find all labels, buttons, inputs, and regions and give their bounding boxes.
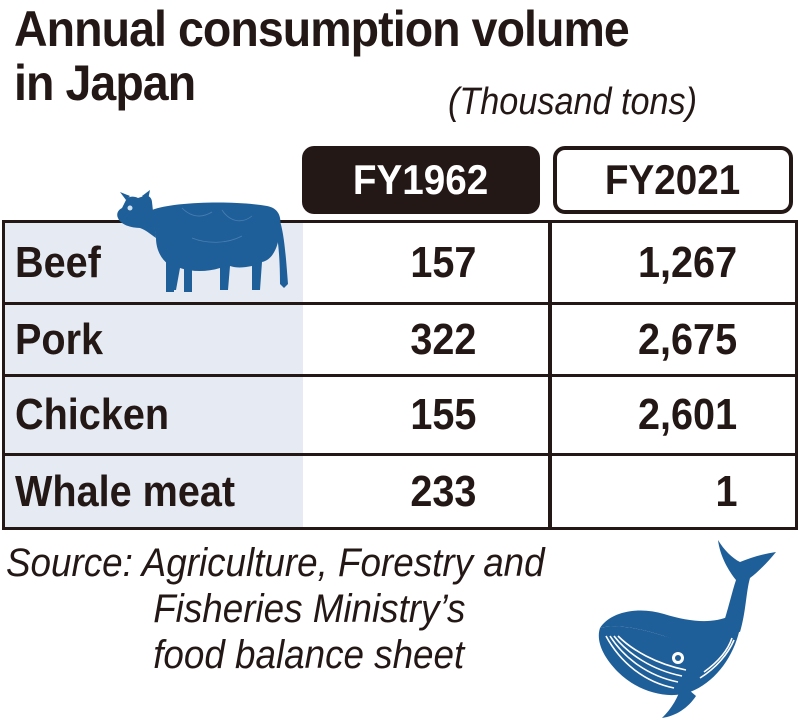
column-header-fy2021: FY2021	[553, 146, 793, 214]
whale-icon	[598, 540, 776, 718]
cell-fy1962-text: 157	[409, 237, 476, 287]
cell-fy1962: 155	[303, 377, 548, 453]
cell-fy2021: 1	[548, 456, 795, 527]
cell-fy1962-text: 322	[409, 314, 476, 364]
source-line-1: Source: Agriculture, Forestry and	[6, 541, 545, 585]
page-title: Annual consumption volume in Japan	[14, 1, 630, 111]
column-header-fy2021-text: FY2021	[605, 156, 741, 203]
cell-fy1962: 233	[303, 456, 548, 527]
cell-fy1962: 157	[303, 223, 548, 302]
row-label: Pork	[5, 305, 303, 374]
unit-label: (Thousand tons)	[448, 81, 698, 123]
source-note: Source: Agriculture, Forestry and Fisher…	[6, 540, 591, 678]
cell-fy2021: 2,675	[548, 305, 795, 374]
table-row-whale-meat: Whale meat 233 1	[5, 453, 795, 527]
cell-fy1962-text: 155	[409, 390, 476, 439]
row-label-text: Beef	[15, 237, 101, 287]
table-row-chicken: Chicken 155 2,601	[5, 374, 795, 453]
cell-fy1962: 322	[303, 305, 548, 374]
cell-fy2021: 1,267	[548, 223, 795, 302]
row-label-text: Whale meat	[15, 466, 236, 516]
title-line-1: Annual consumption volume	[14, 1, 630, 57]
column-header-fy1962: FY1962	[302, 146, 540, 214]
row-label: Chicken	[5, 377, 303, 453]
source-line-2: Fisheries Ministry’s	[153, 587, 466, 631]
cow-icon	[117, 190, 288, 292]
row-label: Whale meat	[5, 456, 303, 527]
cell-fy2021-text: 2,675	[637, 314, 737, 364]
row-label-text: Chicken	[15, 390, 170, 439]
cell-fy1962-text: 233	[409, 466, 476, 516]
cell-fy2021: 2,601	[548, 377, 795, 453]
cell-fy2021-text: 1	[714, 466, 737, 516]
cell-fy2021-text: 1,267	[637, 237, 737, 287]
row-label-text: Pork	[15, 314, 104, 364]
source-line-3: food balance sheet	[153, 633, 465, 677]
column-header-fy1962-text: FY1962	[353, 156, 489, 203]
title-line-2: in Japan	[14, 55, 196, 111]
cell-fy2021-text: 2,601	[637, 390, 737, 439]
table-row-pork: Pork 322 2,675	[5, 302, 795, 374]
